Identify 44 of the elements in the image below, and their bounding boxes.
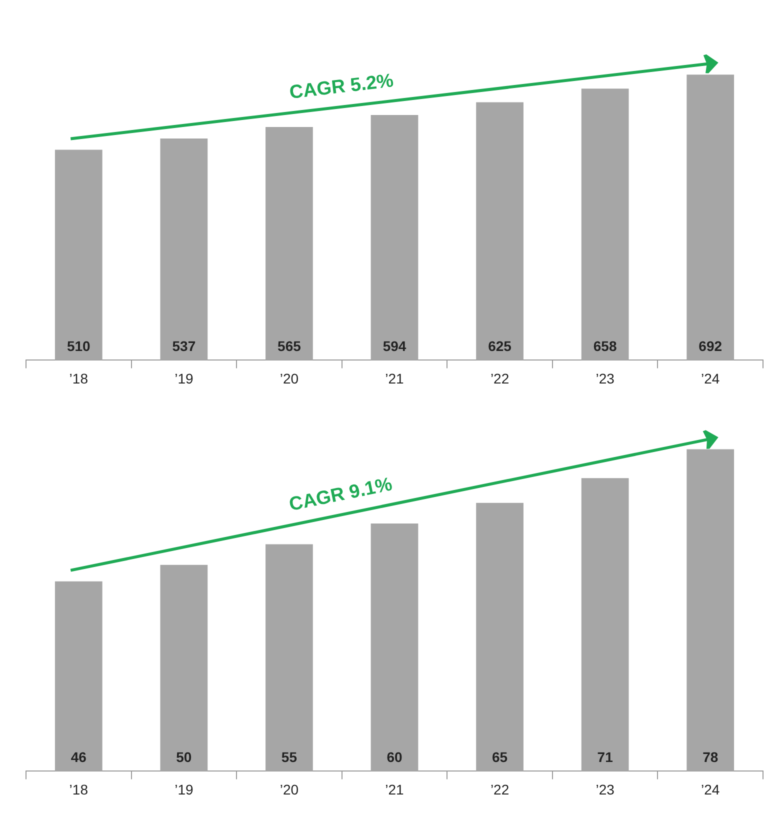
- x-tick-label: ’19: [174, 781, 194, 798]
- bar: [476, 502, 524, 772]
- x-tick-label: ’24: [701, 781, 720, 798]
- data-label: 71: [597, 749, 614, 766]
- data-label: 658: [593, 338, 617, 354]
- bar: [686, 74, 734, 360]
- data-label: 692: [698, 338, 722, 354]
- data-label: 46: [70, 749, 87, 766]
- x-tick-label: ’18: [69, 781, 88, 798]
- bar: [160, 564, 208, 772]
- x-tick-label: ’22: [490, 370, 510, 386]
- x-tick-label: ’23: [596, 370, 615, 386]
- bar: [160, 138, 208, 360]
- x-tick-label: ’24: [701, 370, 720, 386]
- data-label: 60: [386, 749, 402, 766]
- data-label: 65: [492, 749, 508, 766]
- data-label: 50: [176, 749, 192, 766]
- bar: [686, 449, 734, 772]
- x-tick-label: ’21: [385, 370, 404, 386]
- data-label: 594: [382, 338, 406, 354]
- bar: [54, 581, 102, 772]
- annotation: CAGR 5.2%: [288, 70, 395, 104]
- bar: [370, 524, 418, 772]
- x-tick-label: ’19: [174, 370, 194, 386]
- bar: [266, 126, 313, 360]
- x-tick-label: ’23: [596, 781, 615, 798]
- data-label: 55: [281, 749, 298, 766]
- x-tick-label: ’18: [69, 370, 88, 386]
- x-tick-label: ’20: [280, 370, 299, 386]
- bar: [54, 150, 102, 360]
- x-tick-label: ’21: [385, 781, 404, 798]
- annotation: CAGR 9.1%: [287, 474, 394, 516]
- data-label: 625: [488, 338, 512, 354]
- data-label: 537: [172, 338, 196, 354]
- bar: [581, 478, 629, 772]
- x-tick-label: ’22: [490, 781, 510, 798]
- data-label: 510: [66, 338, 91, 354]
- bar: [476, 102, 524, 360]
- x-tick-label: ’20: [280, 781, 299, 798]
- bar: [370, 115, 418, 360]
- data-label: 78: [702, 749, 718, 766]
- bar: [581, 88, 629, 360]
- data-label: 565: [278, 338, 302, 354]
- bar: [266, 544, 313, 772]
